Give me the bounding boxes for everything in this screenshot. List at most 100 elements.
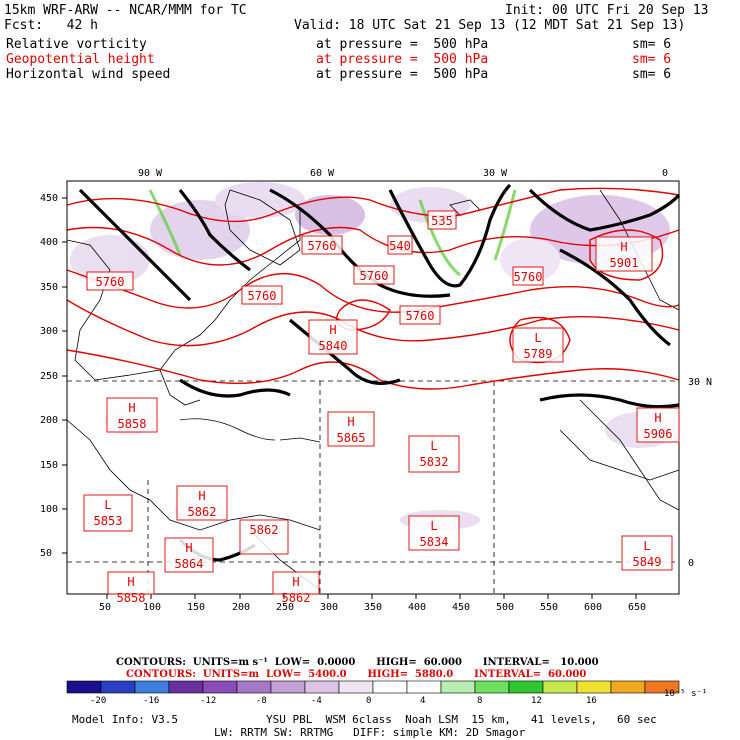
- height-label: 5760: [86, 271, 134, 291]
- height-label-type: H: [654, 411, 661, 425]
- y-tick-label: 200: [40, 415, 59, 426]
- wind-contour: [78, 188, 192, 302]
- height-label-box: [408, 435, 460, 473]
- height-label-value: 5858: [117, 591, 146, 605]
- colorbar-swatch: [440, 680, 476, 694]
- height-label-box: [512, 327, 564, 363]
- height-contour: [66, 349, 680, 390]
- height-label-value: 5840: [319, 339, 348, 353]
- height-label-type: H: [292, 575, 299, 589]
- colorbar-swatch: [406, 680, 442, 694]
- colorbar-swatch: [542, 680, 578, 694]
- lon-label-90w: 90 W: [138, 168, 163, 179]
- height-label-box: [399, 305, 441, 325]
- height-label: H 5901: [595, 236, 653, 272]
- axis-ticks: [62, 197, 637, 599]
- plot-title: 15km WRF-ARW -- NCAR/MMM for TC: [4, 3, 247, 18]
- height-label-box: [86, 271, 134, 291]
- y-tick-label: 250: [40, 371, 59, 382]
- wind-contour: [178, 189, 251, 272]
- height-label-box: [595, 236, 653, 272]
- height-label-box: [353, 265, 395, 285]
- colorbar-label: 12: [531, 696, 542, 706]
- colorbar-label: -4: [311, 696, 322, 706]
- lat-label-30n: 30 N: [688, 377, 713, 388]
- height-label-value: 5849: [633, 555, 662, 569]
- lat-label-0: 0: [688, 558, 695, 569]
- height-label: L 5789: [512, 327, 564, 363]
- height-label-box: [83, 494, 133, 532]
- model-info: Model Info: V3.5: [72, 713, 178, 726]
- height-label-value: 5760: [406, 309, 435, 323]
- height-label-box: [106, 397, 158, 433]
- height-label-type: H: [347, 415, 354, 429]
- colorbar-swatch: [338, 680, 374, 694]
- height-label: H 5862: [272, 571, 320, 605]
- colorbar-label: -20: [90, 696, 107, 706]
- height-label-value: 5864: [175, 557, 204, 571]
- height-label-value: 5789: [524, 347, 553, 361]
- physics-line-1: YSU PBL WSM 6class Noah LSM 15 km, 41 le…: [266, 713, 657, 726]
- physics-line-2: LW: RRTM SW: RRTMG DIFF: simple KM: 2D S…: [214, 726, 526, 739]
- coast-cuba: [179, 418, 276, 441]
- field-sm-wind: sm= 6: [632, 67, 672, 82]
- height-label-box: [239, 519, 289, 555]
- height-label: 5862: [239, 519, 289, 555]
- height-label-box: [408, 515, 460, 551]
- height-label-box: [427, 210, 457, 230]
- colorbar-swatch: [372, 680, 408, 694]
- height-label-box: [107, 571, 155, 595]
- x-tick-label: 250: [276, 602, 295, 613]
- valid-time: Valid: 18 UTC Sat 21 Sep 13 (12 MDT Sat …: [294, 18, 686, 33]
- wind-speed-shading: [148, 189, 517, 277]
- wind-jet: [493, 189, 517, 261]
- height-label: 5760: [399, 305, 441, 325]
- colorbar-swatch: [644, 680, 680, 694]
- height-label-value: 5862: [188, 505, 217, 519]
- y-tick-label: 100: [40, 504, 59, 515]
- colorbar-swatch: [610, 680, 646, 694]
- field-pressure-wind: at pressure = 500 hPa: [316, 67, 489, 82]
- x-tick-label: 200: [232, 602, 251, 613]
- colorbar-swatch: [202, 680, 238, 694]
- height-label: H 5840: [308, 319, 358, 355]
- colorbar-swatch: [236, 680, 272, 694]
- height-label-value: 535: [431, 214, 453, 228]
- height-label-value: 5760: [514, 270, 543, 284]
- height-label-box: [272, 571, 320, 595]
- height-label-value: 5865: [337, 431, 366, 445]
- height-label-type: H: [185, 541, 192, 555]
- height-label: H 5906: [636, 407, 680, 443]
- colorbar-label: 10⁻⁵ s⁻¹: [664, 689, 708, 699]
- colorbar-label: 16: [586, 696, 597, 706]
- height-label-box: [636, 407, 680, 443]
- coast-west-africa-bulge: [559, 429, 680, 481]
- colorbar-label: -8: [256, 696, 267, 706]
- coast-florida: [159, 369, 201, 406]
- height-label-value: 540: [389, 239, 411, 253]
- y-tick-label: 450: [40, 193, 59, 204]
- height-label: 5760: [512, 266, 544, 286]
- height-label-type: H: [329, 323, 336, 337]
- height-label: H 5864: [164, 537, 214, 573]
- forecast-hour: Fcst: 42 h: [4, 18, 98, 33]
- height-label-box: [164, 537, 214, 573]
- height-label: H 5862: [176, 485, 228, 521]
- x-tick-label: 650: [628, 602, 647, 613]
- height-label: 5760: [241, 285, 283, 305]
- coast-central-america: [66, 419, 321, 531]
- height-label-value: 5760: [96, 275, 125, 289]
- height-label: 540: [387, 235, 413, 255]
- wind-contour: [528, 188, 681, 232]
- height-contour: [66, 269, 680, 313]
- colorbar-swatch: [304, 680, 340, 694]
- lon-label-60w: 60 W: [310, 168, 335, 179]
- height-label-type: L: [430, 439, 437, 453]
- height-label: H 5858: [107, 571, 155, 605]
- colorbar-label: -16: [143, 696, 160, 706]
- height-label-box: [308, 319, 358, 355]
- field-pressure-height: at pressure = 500 hPa: [316, 52, 489, 67]
- x-tick-label: 50: [99, 602, 112, 613]
- height-label-type: H: [128, 401, 135, 415]
